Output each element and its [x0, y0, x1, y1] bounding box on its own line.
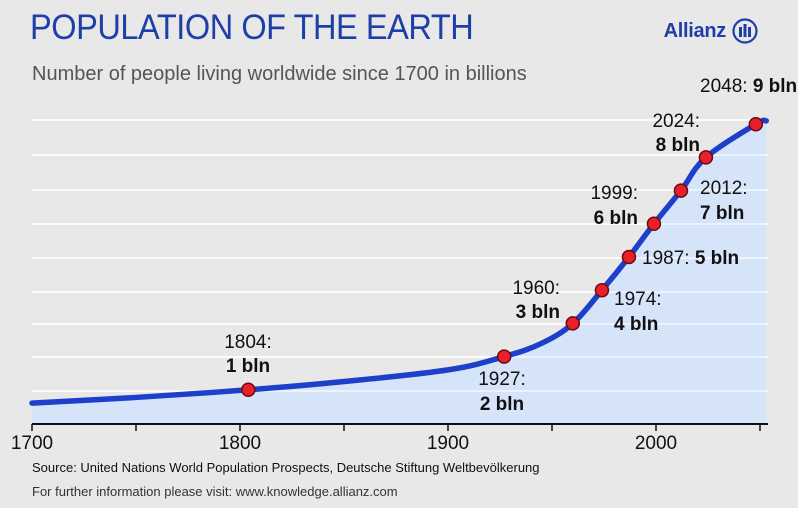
annotation-year-1999: 1999:	[590, 183, 638, 204]
marker-2012	[673, 183, 689, 198]
annotation-year-1987: 1987:	[642, 248, 695, 269]
marker-2024	[698, 150, 714, 165]
marker-1987	[621, 249, 637, 265]
annotation-year-2012: 2012:	[700, 178, 748, 199]
annotation-year-1804: 1804:	[224, 332, 272, 353]
annotation-year-2024: 2024:	[652, 111, 700, 132]
annotation-value-1987: 5 bln	[695, 248, 739, 269]
allianz-logo: Allianz	[664, 18, 758, 44]
source-note: Source: United Nations World Population …	[32, 460, 540, 475]
x-tick-label-1800: 1800	[219, 433, 261, 454]
annotation-year-1974: 1974:	[614, 289, 662, 310]
population-area	[32, 120, 767, 424]
annotation-value-2024: 8 bln	[656, 135, 700, 156]
logo-text: Allianz	[663, 19, 727, 42]
annotation-value-2012: 7 bln	[700, 203, 744, 224]
annotation-value-2048: 9 bln	[753, 76, 797, 97]
annotation-value-1999: 6 bln	[594, 208, 638, 229]
marker-1927	[496, 349, 512, 364]
annotation-year-1927: 1927:	[478, 369, 526, 390]
annotation-value-1974: 4 bln	[614, 314, 658, 335]
further-info: For further information please visit: ww…	[32, 484, 398, 499]
x-tick-label-1900: 1900	[427, 433, 469, 454]
marker-1999	[646, 216, 662, 232]
annotation-year-2048: 2048:	[700, 76, 753, 97]
annotation-2048: 2048: 9 bln	[700, 76, 797, 97]
chart-subtitle: Number of people living worldwide since …	[32, 63, 527, 85]
annotation-year-1960: 1960:	[512, 278, 560, 299]
marker-1974	[594, 282, 610, 298]
marker-2048	[748, 116, 764, 132]
chart-title: POPULATION OF THE EARTH	[30, 8, 474, 47]
marker-1960	[565, 316, 581, 331]
annotation-value-1960: 3 bln	[516, 302, 560, 323]
x-tick-label-1700: 1700	[11, 433, 53, 454]
allianz-eagle-icon	[732, 18, 758, 44]
annotation-value-1804: 1 bln	[226, 356, 270, 377]
annotation-1987: 1987: 5 bln	[642, 248, 739, 269]
annotation-value-1927: 2 bln	[480, 394, 524, 415]
marker-1804	[241, 382, 256, 398]
x-tick-label-2000: 2000	[635, 433, 677, 454]
